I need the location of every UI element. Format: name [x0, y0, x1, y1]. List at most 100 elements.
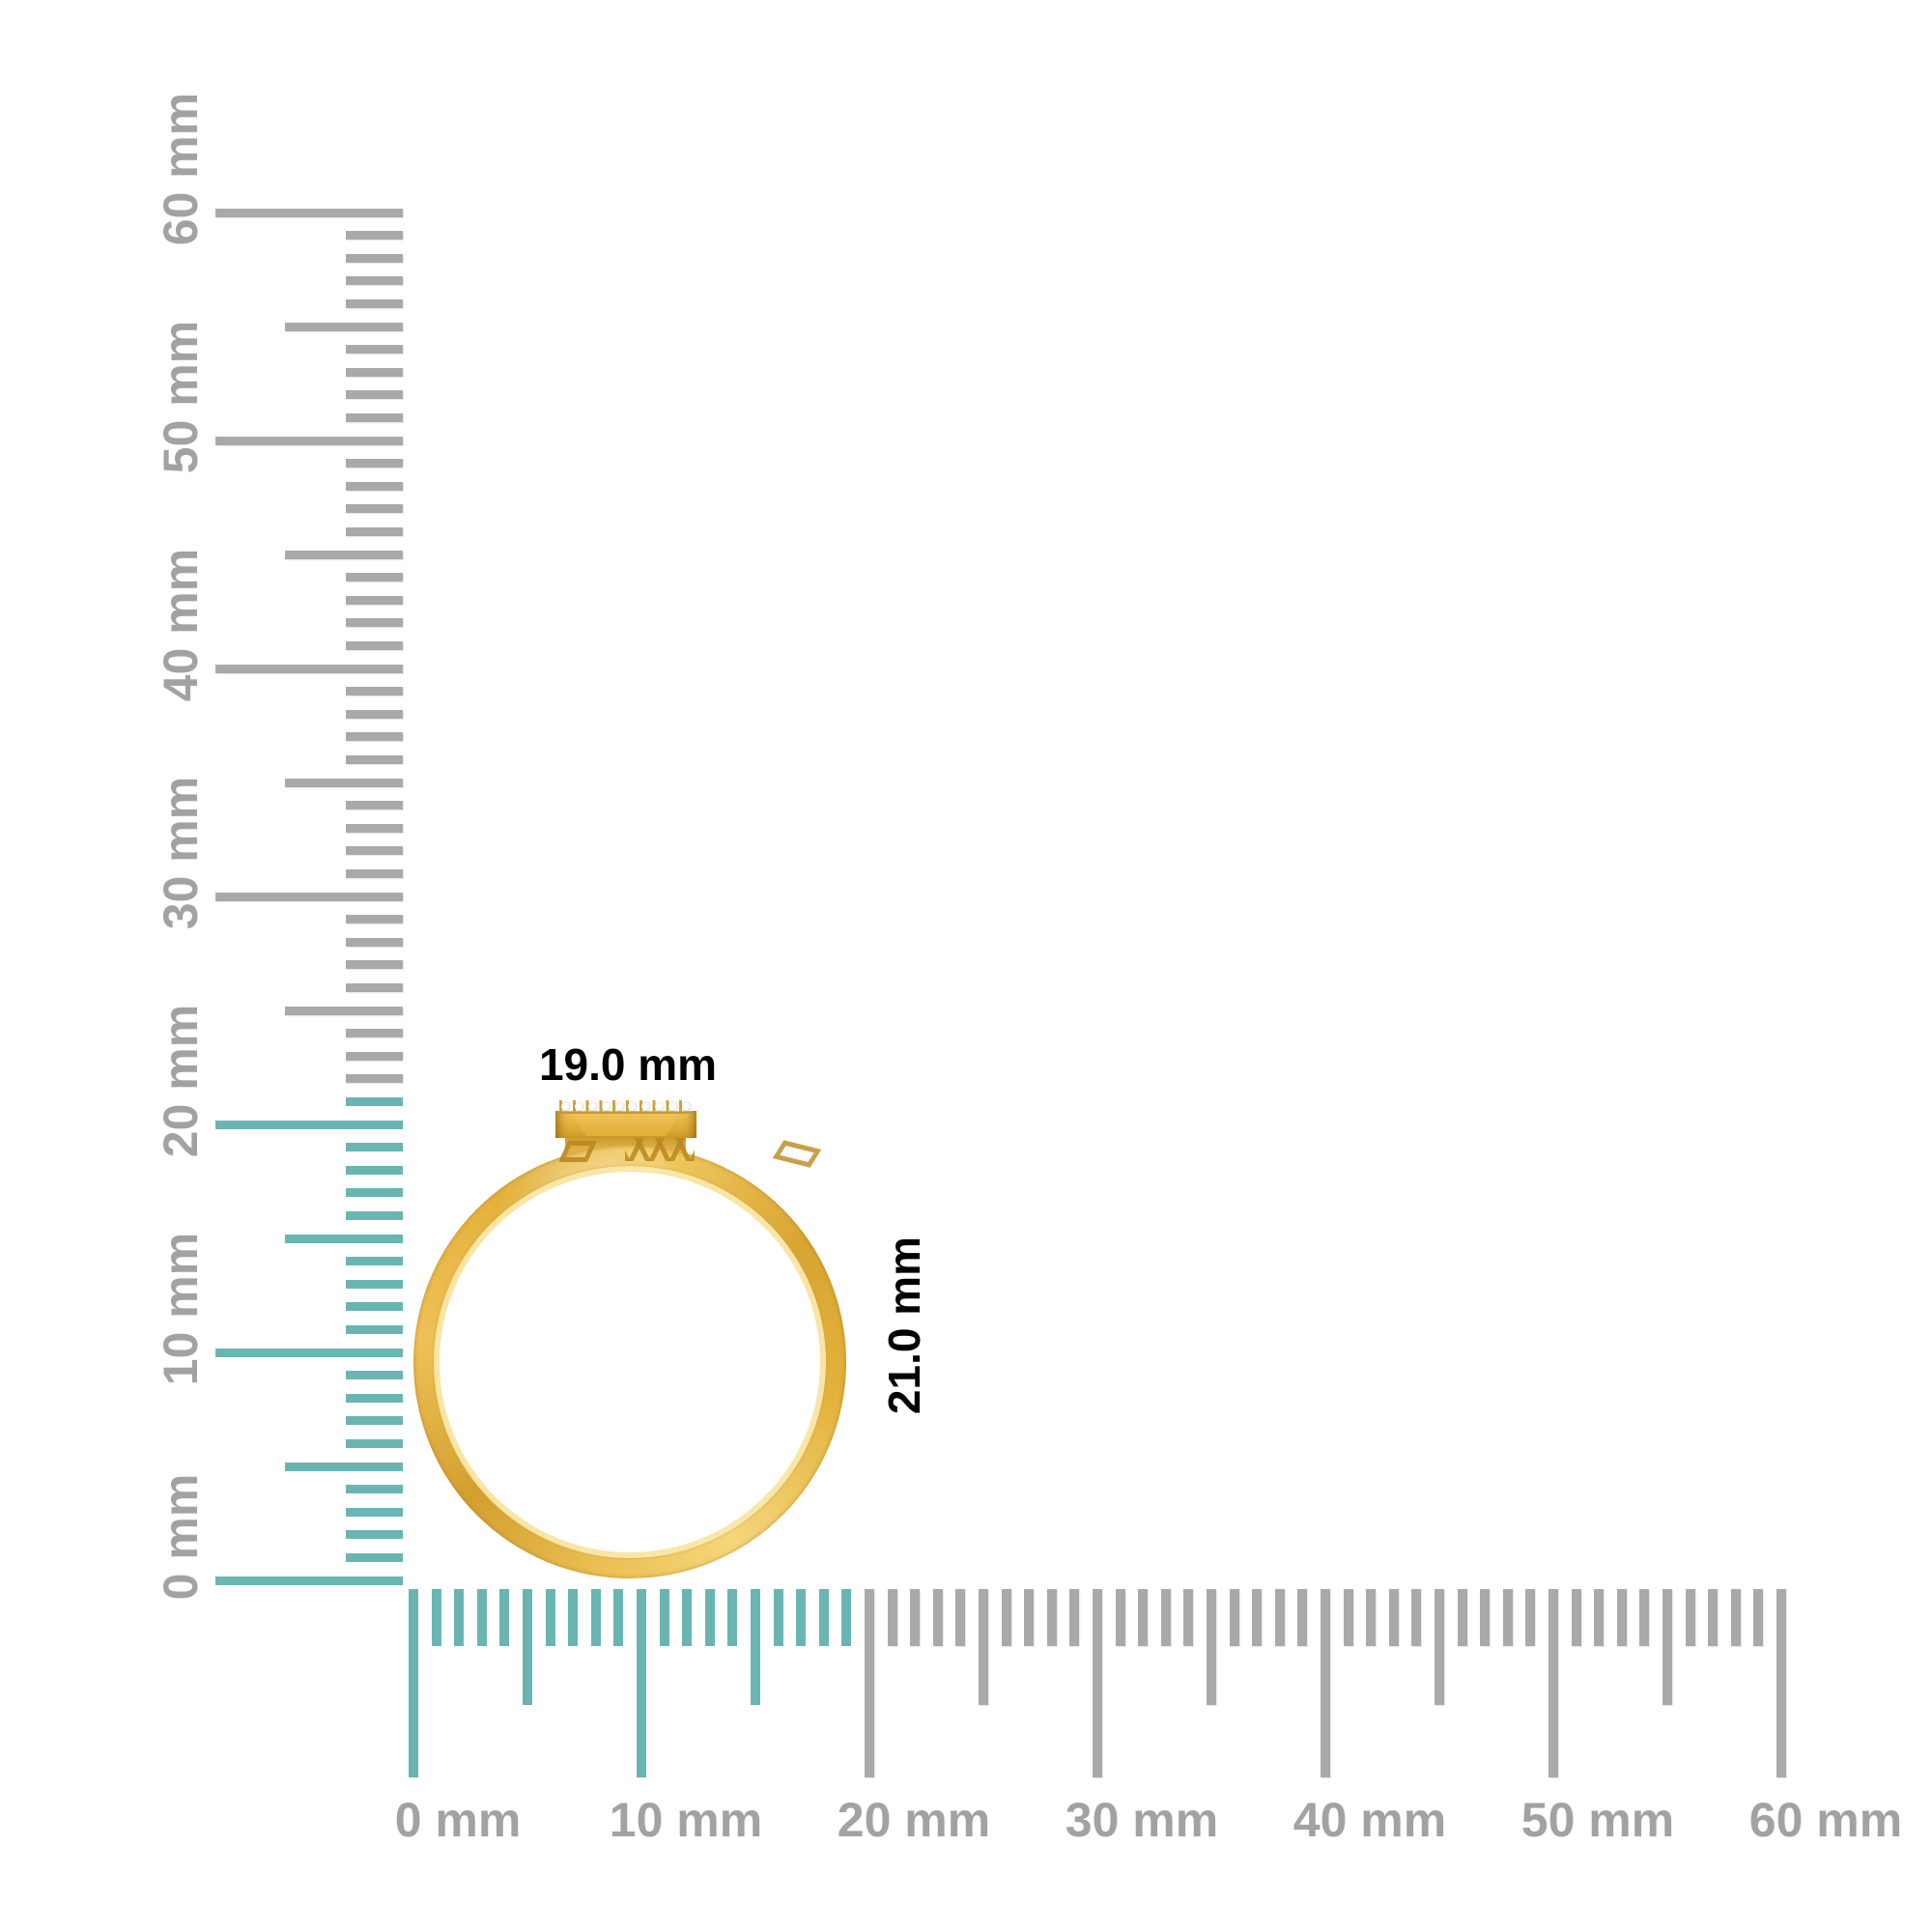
vertical-ruler-tick — [346, 754, 403, 764]
vertical-ruler-tick — [285, 1006, 403, 1015]
horizontal-ruler-tick — [796, 1589, 807, 1646]
horizontal-ruler-tick — [1001, 1589, 1011, 1646]
horizontal-ruler-tick — [1069, 1589, 1080, 1646]
vertical-ruler-tick — [346, 1530, 403, 1540]
horizontal-ruler-tick — [1571, 1589, 1581, 1646]
vertical-ruler-tick — [346, 1257, 403, 1266]
vertical-ruler-label: 30 mm — [154, 776, 208, 930]
vertical-ruler-tick — [346, 1393, 403, 1403]
horizontal-ruler-tick — [1207, 1589, 1216, 1705]
horizontal-ruler-tick — [1093, 1589, 1102, 1777]
horizontal-ruler-tick — [910, 1589, 921, 1646]
horizontal-ruler-tick — [1457, 1589, 1467, 1646]
ring-band-hole — [440, 1172, 820, 1552]
vertical-ruler-tick — [346, 640, 403, 650]
vertical-ruler-tick — [215, 1348, 403, 1357]
horizontal-ruler-tick — [818, 1589, 829, 1646]
vertical-ruler-tick — [285, 550, 403, 559]
vertical-ruler-tick — [346, 390, 403, 400]
vertical-ruler-tick — [346, 618, 403, 628]
vertical-ruler-tick — [285, 778, 403, 787]
diamond-stone — [655, 1102, 664, 1111]
horizontal-ruler-tick — [1160, 1589, 1171, 1646]
diamond-stone — [561, 1102, 571, 1111]
vertical-ruler-tick — [346, 1029, 403, 1038]
vertical-ruler-label: 10 mm — [154, 1232, 208, 1386]
horizontal-ruler-tick — [773, 1589, 783, 1646]
horizontal-ruler-tick — [1343, 1589, 1353, 1646]
vertical-ruler-tick — [346, 412, 403, 422]
horizontal-ruler-label: 30 mm — [1065, 1793, 1219, 1847]
horizontal-ruler-tick — [1388, 1589, 1399, 1646]
vertical-ruler-tick — [215, 1576, 403, 1585]
horizontal-ruler-tick — [751, 1589, 760, 1705]
horizontal-ruler-tick — [1730, 1589, 1741, 1646]
vertical-ruler-label: 20 mm — [154, 1004, 208, 1158]
horizontal-ruler-tick — [1435, 1589, 1444, 1705]
vertical-ruler-tick — [346, 1302, 403, 1312]
vertical-ruler-tick — [285, 322, 403, 331]
vertical-ruler-tick — [215, 208, 403, 217]
horizontal-ruler-label: 0 mm — [394, 1793, 522, 1847]
horizontal-ruler-tick — [1366, 1589, 1377, 1646]
vertical-ruler-tick — [346, 573, 403, 582]
horizontal-ruler-tick — [1480, 1589, 1491, 1646]
vertical-ruler-label: 50 mm — [154, 320, 208, 474]
horizontal-ruler-tick — [1662, 1589, 1672, 1705]
horizontal-ruler-tick — [613, 1589, 624, 1646]
vertical-ruler-tick — [346, 732, 403, 742]
diamond-stone — [588, 1102, 597, 1111]
vertical-ruler-tick — [346, 345, 403, 355]
vertical-ruler-tick — [346, 709, 403, 719]
diamond-stone-row — [559, 1100, 693, 1114]
horizontal-ruler-tick — [454, 1589, 465, 1646]
vertical-ruler-tick — [346, 1051, 403, 1061]
horizontal-ruler-tick — [1639, 1589, 1650, 1646]
vertical-ruler-tick — [346, 1507, 403, 1517]
horizontal-ruler-tick — [476, 1589, 487, 1646]
horizontal-ruler-tick — [590, 1589, 601, 1646]
vertical-ruler-tick — [346, 1324, 403, 1334]
gallery-ornament-lattice — [625, 1137, 695, 1161]
vertical-ruler-tick — [346, 1485, 403, 1494]
vertical-ruler-tick — [346, 937, 403, 947]
vertical-ruler-tick — [285, 1234, 403, 1243]
vertical-ruler-tick — [346, 253, 403, 263]
horizontal-ruler-tick — [1776, 1589, 1786, 1777]
horizontal-ruler-tick — [523, 1589, 532, 1705]
horizontal-ruler-tick — [865, 1589, 874, 1777]
vertical-ruler-label: 40 mm — [154, 548, 208, 702]
horizontal-ruler-tick — [1321, 1589, 1330, 1777]
horizontal-ruler-tick — [1252, 1589, 1263, 1646]
width-dimension-label: 19.0 mm — [538, 1039, 718, 1090]
vertical-ruler-tick — [215, 664, 403, 673]
horizontal-ruler-tick — [1046, 1589, 1057, 1646]
vertical-ruler-tick — [285, 1462, 403, 1471]
horizontal-ruler-tick — [1411, 1589, 1422, 1646]
vertical-ruler-tick — [215, 436, 403, 445]
horizontal-ruler-tick — [1753, 1589, 1764, 1646]
horizontal-ruler-tick — [1685, 1589, 1695, 1646]
vertical-ruler-tick — [346, 687, 403, 696]
horizontal-ruler-tick — [659, 1589, 669, 1646]
vertical-ruler-tick — [346, 459, 403, 469]
diamond-stone — [668, 1102, 677, 1111]
vertical-ruler-label: 60 mm — [154, 92, 208, 246]
horizontal-ruler-tick — [1115, 1589, 1125, 1646]
vertical-ruler-tick — [215, 1120, 403, 1129]
diamond-stone — [628, 1102, 638, 1111]
vertical-ruler-tick — [346, 526, 403, 536]
vertical-ruler-label: 0 mm — [154, 1473, 208, 1601]
horizontal-ruler-tick — [1616, 1589, 1627, 1646]
vertical-ruler-tick — [346, 801, 403, 810]
horizontal-ruler-label: 10 mm — [609, 1793, 763, 1847]
horizontal-ruler-label: 60 mm — [1748, 1793, 1903, 1847]
vertical-ruler-tick — [346, 1188, 403, 1198]
horizontal-ruler-tick — [545, 1589, 555, 1646]
vertical-ruler-tick — [346, 298, 403, 308]
diamond-stone — [681, 1102, 691, 1111]
diamond-stone — [601, 1102, 611, 1111]
horizontal-ruler-tick — [1183, 1589, 1194, 1646]
horizontal-ruler-tick — [1548, 1589, 1558, 1777]
